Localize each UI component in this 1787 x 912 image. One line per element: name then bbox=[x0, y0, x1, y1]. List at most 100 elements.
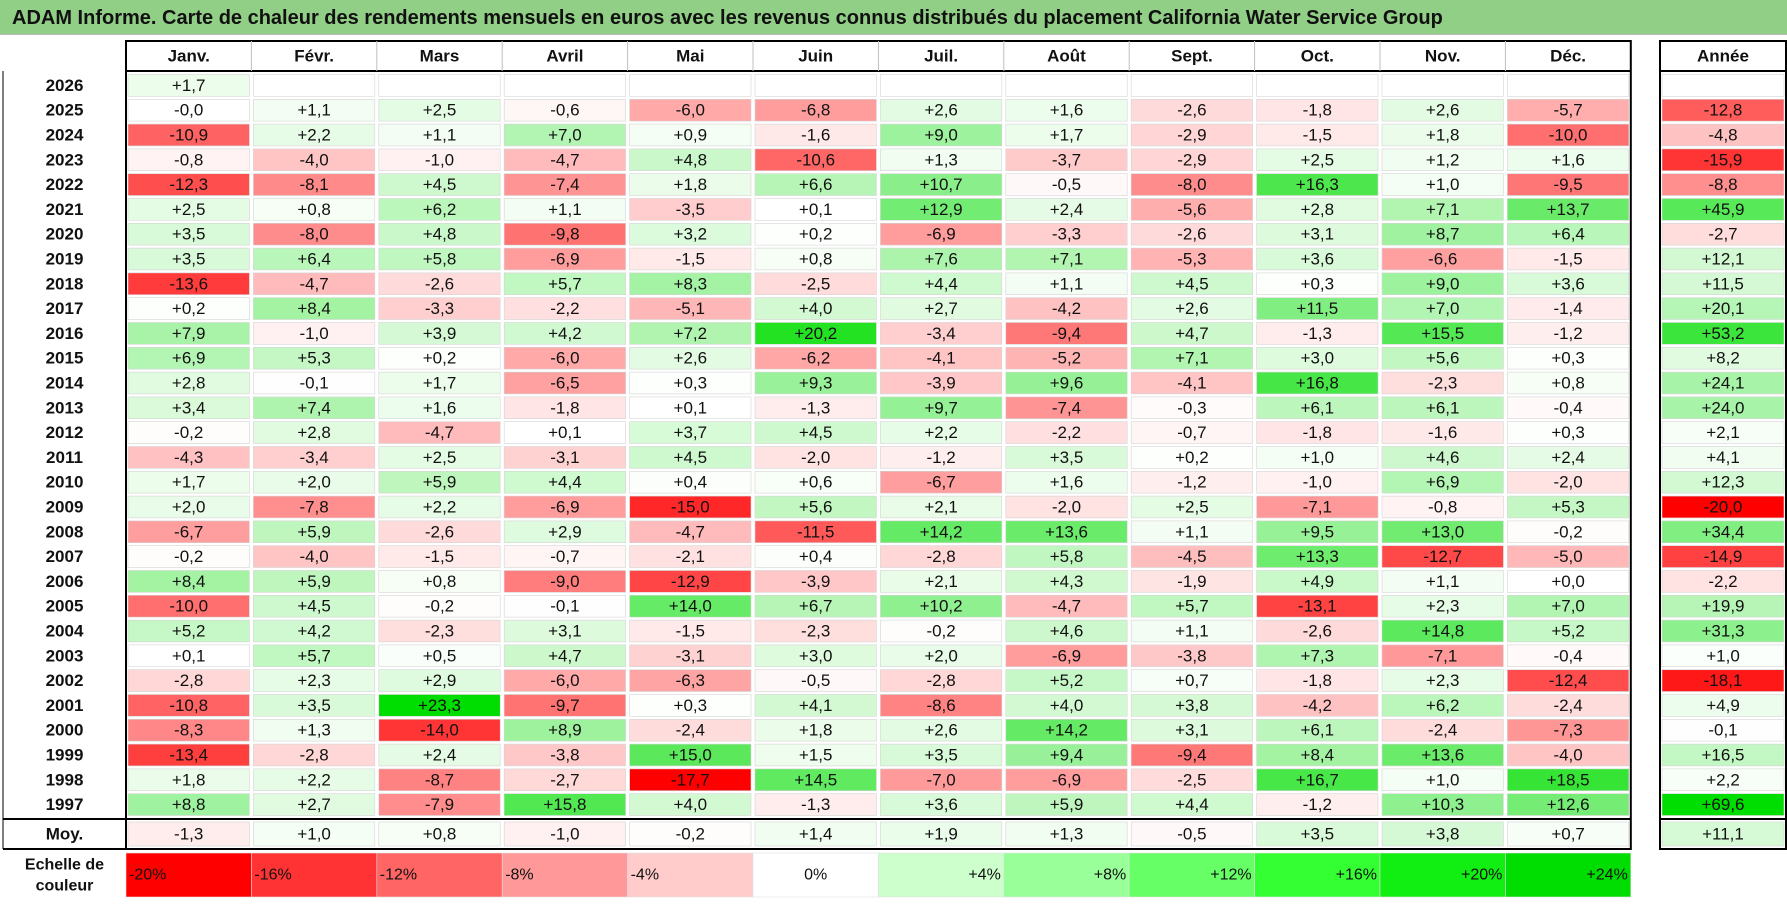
heatmap-cell bbox=[1256, 173, 1379, 196]
cell-value: -3,5 bbox=[676, 200, 705, 219]
cell-value: -7,4 bbox=[550, 175, 579, 194]
row-year-label: 2010 bbox=[46, 473, 84, 492]
heatmap-cell bbox=[629, 793, 752, 816]
legend-item-label: +12% bbox=[1210, 867, 1251, 884]
heatmap-cell bbox=[127, 545, 250, 568]
cell-value: +1,1 bbox=[297, 101, 331, 120]
cell-value: -1,3 bbox=[1303, 324, 1332, 343]
heatmap-cell bbox=[754, 223, 877, 246]
heatmap-cell bbox=[1507, 322, 1630, 345]
cell-value: +7,3 bbox=[1301, 646, 1335, 665]
annual-cell bbox=[1661, 272, 1785, 295]
cell-value: -6,3 bbox=[676, 671, 705, 690]
heatmap-cell bbox=[880, 99, 1003, 122]
cell-value: +8,3 bbox=[674, 274, 708, 293]
annual-value: +16,5 bbox=[1701, 746, 1744, 765]
cell-value: -6,7 bbox=[174, 522, 203, 541]
heatmap-cell bbox=[1256, 718, 1379, 742]
annual-cell bbox=[1661, 718, 1785, 742]
annual-value: +45,9 bbox=[1701, 200, 1744, 219]
cell-value: -4,2 bbox=[1052, 299, 1081, 318]
cell-value: -3,9 bbox=[926, 374, 955, 393]
heatmap-cell bbox=[1005, 594, 1128, 618]
cell-value: -4,7 bbox=[1052, 597, 1081, 616]
cell-value: +1,7 bbox=[1050, 126, 1084, 145]
cell-value: +4,7 bbox=[1175, 324, 1209, 343]
month-header: Mai bbox=[676, 47, 704, 66]
heatmap-cell bbox=[503, 619, 626, 643]
cell-value: +5,9 bbox=[1050, 795, 1084, 814]
cell-value: +0,2 bbox=[1175, 448, 1209, 467]
cell-value: -0,5 bbox=[1052, 175, 1081, 194]
cell-value: +14,2 bbox=[920, 522, 963, 541]
cell-value: +9,4 bbox=[1050, 746, 1084, 765]
heatmap-cell bbox=[1381, 247, 1504, 271]
heatmap-cell bbox=[754, 793, 877, 816]
average-cell bbox=[629, 821, 752, 847]
cell-value: +2,4 bbox=[1551, 448, 1585, 467]
heatmap-cell bbox=[880, 545, 1003, 568]
cell-value: -13,1 bbox=[1298, 597, 1337, 616]
cell-value: +3,0 bbox=[1301, 349, 1335, 368]
cell-value: -4,7 bbox=[550, 150, 579, 169]
legend-item-label: +8% bbox=[1094, 867, 1126, 884]
heatmap-cell bbox=[378, 768, 501, 792]
heatmap-cell bbox=[503, 396, 626, 419]
month-header: Juil. bbox=[924, 47, 958, 66]
heatmap-cell bbox=[629, 768, 752, 792]
cell-value: +1,8 bbox=[674, 175, 708, 194]
page-title: ADAM Informe. Carte de chaleur des rende… bbox=[12, 7, 1443, 29]
cell-value: -9,8 bbox=[550, 225, 579, 244]
cell-value: +16,3 bbox=[1296, 175, 1339, 194]
heatmap-cell bbox=[503, 644, 626, 668]
annual-value: -18,1 bbox=[1704, 671, 1743, 690]
cell-value: -3,4 bbox=[926, 324, 955, 343]
heatmap-cell bbox=[880, 74, 1003, 97]
heatmap-cell bbox=[1507, 396, 1630, 419]
heatmap-cell bbox=[378, 644, 501, 668]
heatmap-cell bbox=[629, 247, 752, 271]
cell-value: +0,3 bbox=[674, 696, 708, 715]
heatmap-cell bbox=[880, 793, 1003, 816]
heatmap-cell bbox=[1256, 570, 1379, 593]
cell-value: +1,1 bbox=[1175, 522, 1209, 541]
cell-value: +3,0 bbox=[799, 646, 833, 665]
cell-value: +3,1 bbox=[1175, 721, 1209, 740]
cell-value: -2,6 bbox=[1177, 225, 1206, 244]
cell-value: -6,0 bbox=[550, 349, 579, 368]
cell-value: +9,6 bbox=[1050, 374, 1084, 393]
cell-value: -8,7 bbox=[425, 770, 454, 789]
average-cell bbox=[1256, 821, 1379, 847]
heatmap-cell bbox=[629, 718, 752, 742]
cell-value: -0,2 bbox=[174, 423, 203, 442]
cell-value: -3,9 bbox=[801, 572, 830, 591]
heatmap-cell bbox=[629, 495, 752, 519]
heatmap-cell bbox=[253, 396, 376, 419]
heatmap-cell bbox=[629, 297, 752, 320]
heatmap-cell bbox=[253, 371, 376, 395]
heatmap-cell bbox=[1381, 570, 1504, 593]
legend-item-label: -8% bbox=[505, 867, 533, 884]
cell-value: +8,4 bbox=[297, 299, 331, 318]
cell-value: +14,8 bbox=[1421, 622, 1464, 641]
cell-value: +3,2 bbox=[674, 225, 708, 244]
cell-value: +4,0 bbox=[1050, 696, 1084, 715]
heatmap-cell bbox=[1130, 99, 1253, 122]
cell-value: -2,3 bbox=[801, 622, 830, 641]
cell-value: +0,2 bbox=[799, 225, 833, 244]
annual-value: -2,2 bbox=[1708, 572, 1737, 591]
cell-value: -1,0 bbox=[425, 150, 454, 169]
heatmap-cell bbox=[503, 495, 626, 519]
cell-value: +13,6 bbox=[1421, 746, 1464, 765]
heatmap-cell bbox=[1256, 371, 1379, 395]
month-header: Déc. bbox=[1550, 47, 1586, 66]
cell-value: +3,6 bbox=[1551, 274, 1585, 293]
month-header: Mars bbox=[420, 47, 460, 66]
heatmap-cell bbox=[253, 99, 376, 122]
cell-value: +2,2 bbox=[423, 498, 457, 517]
cell-value: +1,1 bbox=[1175, 622, 1209, 641]
annual-value: -2,7 bbox=[1708, 225, 1737, 244]
average-cell bbox=[127, 821, 250, 847]
cell-value: -3,8 bbox=[550, 746, 579, 765]
annual-value: +11,5 bbox=[1702, 274, 1744, 293]
